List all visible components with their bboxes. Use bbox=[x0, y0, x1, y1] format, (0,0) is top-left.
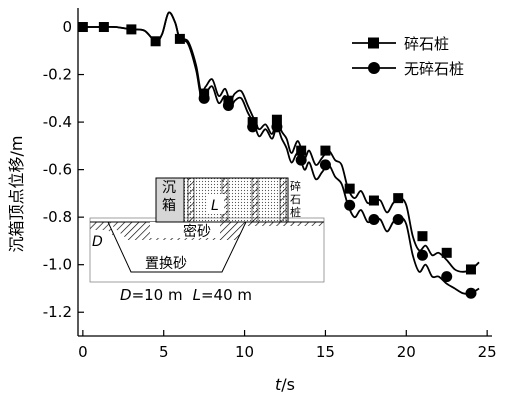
formula-L-val: =40 m bbox=[201, 286, 252, 304]
y-tick-label: -1.2 bbox=[43, 303, 72, 321]
series-1-marker bbox=[271, 121, 283, 133]
series-layer bbox=[77, 11, 480, 299]
y-tick-label: -0.8 bbox=[43, 208, 72, 226]
x-axis-label: t/s bbox=[275, 375, 295, 394]
x-tick-label: 0 bbox=[78, 343, 88, 361]
series-1-marker bbox=[222, 99, 234, 111]
series-1-marker bbox=[198, 92, 210, 104]
series-1-marker bbox=[416, 249, 428, 261]
y-tick-label: -1.0 bbox=[43, 256, 72, 274]
inset-dense-sand-label: 密砂 bbox=[183, 223, 211, 240]
inset-L-label: L bbox=[211, 198, 219, 214]
inset-replacement-sand-label: 置换砂 bbox=[145, 255, 187, 272]
inset-caisson bbox=[155, 177, 185, 223]
inset-formula: D=10 m L=40 m bbox=[120, 286, 252, 304]
series-1-marker bbox=[392, 214, 404, 226]
series-1-marker bbox=[295, 154, 307, 166]
series-0-marker bbox=[296, 145, 307, 156]
series-0-marker bbox=[393, 193, 404, 204]
inset-pile-4 bbox=[279, 177, 287, 223]
series-1-marker bbox=[319, 159, 331, 171]
series-0-marker bbox=[271, 114, 282, 125]
x-tick-label: 5 bbox=[159, 343, 169, 361]
inset-schematic: L 沉箱 碎石桩 D 密砂 置换砂 bbox=[89, 177, 325, 283]
legend: 碎石桩 无碎石桩 bbox=[352, 35, 464, 78]
series-1-marker bbox=[368, 214, 380, 226]
inset-L-box bbox=[208, 194, 224, 214]
formula-L-var: L bbox=[193, 286, 201, 304]
y-tick-label: -0.2 bbox=[43, 66, 72, 84]
series-0-marker bbox=[441, 247, 452, 258]
inset-pile-label: 碎石桩 bbox=[290, 179, 301, 219]
series-0-marker bbox=[368, 195, 379, 206]
series-line-1 bbox=[82, 11, 480, 295]
inset-D-label: D bbox=[92, 234, 103, 250]
series-1-marker bbox=[247, 121, 259, 133]
series-1-marker bbox=[465, 287, 477, 299]
inset-dense-sand-area bbox=[150, 222, 220, 238]
formula-D-val: =10 m bbox=[132, 286, 183, 304]
y-tick-label: -0.6 bbox=[43, 161, 72, 179]
legend-circle-marker bbox=[368, 62, 380, 74]
series-0-marker bbox=[320, 145, 331, 156]
formula-D-var: D bbox=[120, 286, 132, 304]
inset-backfill bbox=[183, 177, 289, 223]
x-axis-label-unit: /s bbox=[281, 375, 295, 394]
legend-label-gravel: 碎石桩 bbox=[404, 35, 449, 53]
inset-pile-1 bbox=[187, 177, 195, 223]
legend-label-nogravel: 无碎石桩 bbox=[404, 60, 464, 78]
legend-square-marker bbox=[368, 37, 379, 49]
series-1-marker bbox=[344, 199, 356, 211]
y-tick-label: 0 bbox=[62, 18, 72, 36]
x-tick-label: 15 bbox=[316, 343, 335, 361]
x-tick-label: 10 bbox=[235, 343, 254, 361]
x-tick-label: 25 bbox=[478, 343, 497, 361]
x-tick-label: 20 bbox=[397, 343, 416, 361]
series-0-marker bbox=[465, 264, 476, 275]
axis-ticks: 0 5 10 15 20 25 0 -0.2 -0.4 -0.6 -0.8 -1.0 -1.2 bbox=[43, 18, 497, 361]
inset-pile-3 bbox=[251, 177, 259, 223]
series-1-marker bbox=[441, 271, 453, 283]
series-0-marker bbox=[417, 231, 428, 242]
series-0-marker bbox=[344, 183, 355, 194]
x-axis-label-var: t bbox=[275, 375, 282, 394]
y-tick-label: -0.4 bbox=[43, 113, 72, 131]
y-axis-label: 沉箱顶点位移/m bbox=[7, 136, 26, 253]
inset-caisson-label: 沉箱 bbox=[162, 180, 176, 214]
plot-frame bbox=[77, 8, 492, 337]
